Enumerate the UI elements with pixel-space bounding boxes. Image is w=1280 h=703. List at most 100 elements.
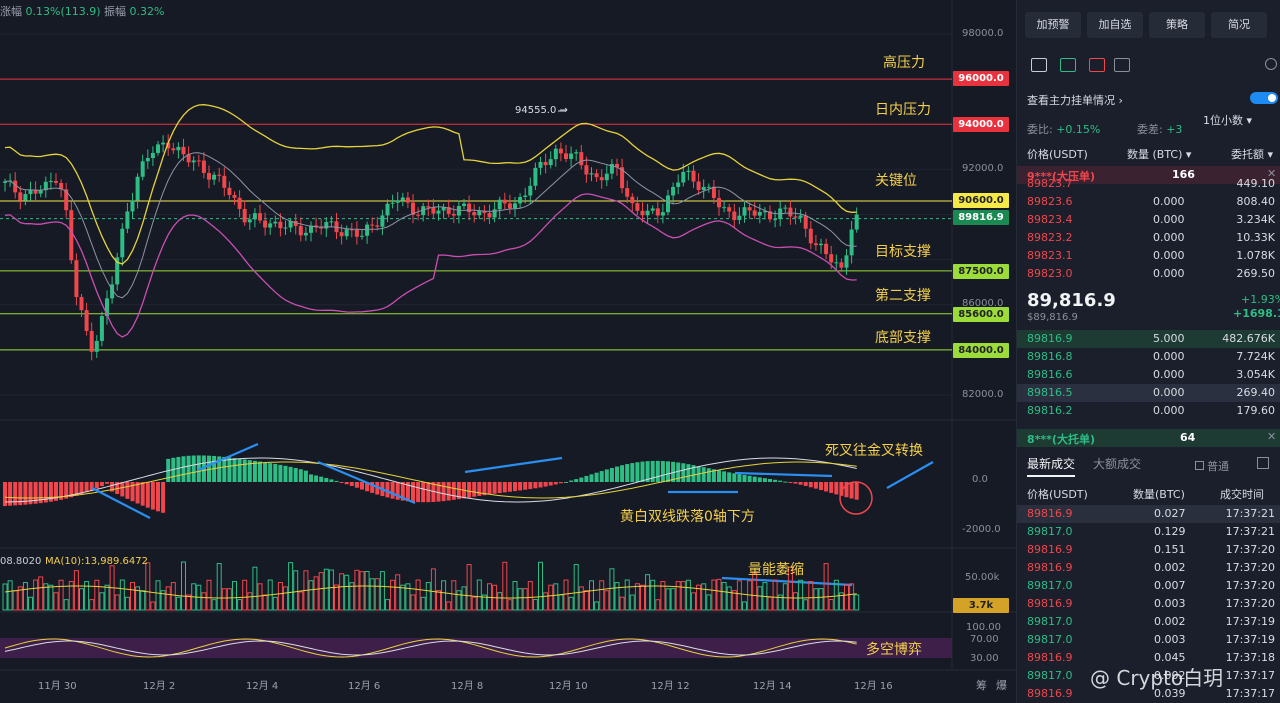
add-alert-button[interactable]: 加预警: [1025, 12, 1081, 38]
volume-bar: [742, 601, 747, 611]
macd-bar: [207, 455, 211, 482]
bid-row[interactable]: 89816.8 0.000 7.724K: [1027, 350, 1275, 363]
x-tick: 12月 8: [451, 681, 484, 692]
candle-up: [309, 225, 313, 233]
volume-bar: [186, 594, 192, 611]
macd-bar: [431, 482, 436, 502]
order-panel: 加预警 加自选 策略 简况 1位小数 ▾ 查看主力挂单情况 › 委比: +0.1…: [1016, 0, 1280, 703]
macd-bar: [33, 482, 38, 504]
volume-bar: [135, 586, 141, 611]
main-orders-link[interactable]: 查看主力挂单情况 ›: [1027, 94, 1123, 107]
macd-bar: [28, 482, 33, 505]
overview-button[interactable]: 简况: [1211, 12, 1267, 38]
volume-bar: [181, 561, 186, 611]
macd-bar: [74, 482, 79, 496]
volume-bar: [216, 563, 222, 611]
macd-bar: [686, 464, 691, 482]
volume-bar: [262, 594, 268, 611]
burst-button[interactable]: 爆: [996, 679, 1007, 692]
candle-down: [339, 232, 344, 237]
macd-bar: [349, 482, 354, 486]
macd-bar: [441, 482, 446, 502]
candle-up: [666, 195, 670, 213]
macd-bar: [115, 482, 120, 495]
bid-row[interactable]: 89816.6 0.000 3.054K: [1027, 368, 1275, 381]
filter-settings-icon[interactable]: [1257, 457, 1269, 469]
x-tick: 12月 12: [651, 681, 690, 692]
ask-row[interactable]: 89823.1 0.000 1.078K: [1027, 249, 1275, 262]
add-watchlist-button[interactable]: 加自选: [1087, 12, 1143, 38]
candle-up: [553, 148, 558, 160]
ask-row[interactable]: 89823.6 0.000 808.40: [1027, 195, 1275, 208]
volume-bar: [252, 566, 258, 611]
macd-bar: [3, 482, 7, 507]
volume-bar: [583, 590, 589, 611]
volume-bar: [293, 570, 299, 611]
price-chart[interactable]: [0, 0, 1016, 703]
volume-bar: [277, 582, 283, 611]
asks-only-icon[interactable]: [1089, 58, 1105, 72]
bid-row[interactable]: 89816.9 5.000 482.676K: [1017, 330, 1280, 348]
strategy-button[interactable]: 策略: [1149, 12, 1205, 38]
volume-bar: [58, 579, 64, 611]
bid-row[interactable]: 89816.2 0.000 179.60: [1027, 404, 1275, 417]
x-tick: 11月 30: [38, 681, 77, 692]
volume-bar: [12, 590, 18, 611]
candle-down: [579, 152, 584, 166]
ask-row[interactable]: 89823.2 0.000 10.33K: [1027, 231, 1275, 244]
candle-down: [487, 213, 492, 218]
candle-up: [701, 186, 706, 190]
expand-icon[interactable]: [1114, 58, 1130, 72]
trade-row: 89816.9 0.027 17:37:21: [1017, 505, 1280, 523]
main-orders-toggle[interactable]: [1250, 92, 1278, 104]
volume-bar: [818, 588, 824, 611]
volume-bar: [854, 594, 860, 611]
rsi-tick: 30.00: [970, 653, 999, 664]
macd-bar: [48, 482, 53, 502]
macd-bar: [105, 482, 109, 484]
candle-up: [268, 223, 273, 228]
volume-bar: [390, 579, 396, 611]
candle-up: [156, 144, 160, 153]
bollinger-lower: [4, 193, 857, 338]
tab-big-trades[interactable]: 大额成交: [1093, 457, 1142, 471]
volume-bar: [63, 599, 69, 611]
macd-bar: [502, 482, 507, 493]
volume-bar: [79, 588, 84, 611]
volume-current-tag: 3.7k: [953, 598, 1009, 613]
volume-bar: [609, 568, 615, 611]
macd-bar: [783, 481, 788, 483]
trend-arrow: [721, 576, 853, 587]
candle-up: [99, 316, 104, 341]
volume-bar: [507, 599, 513, 611]
trade-col-qty: 数量(BTC): [1133, 488, 1185, 501]
watermark: @ Crypto白玥: [1090, 666, 1224, 690]
candle-up: [120, 228, 125, 258]
chart-area[interactable]: 涨幅 0.13%(113.9) 振幅 0.32% 98000.0 92000.0…: [0, 0, 1016, 703]
macd-bar: [630, 463, 635, 482]
macd-bar: [395, 482, 400, 500]
volume-bar: [313, 576, 319, 611]
macd-bar: [298, 469, 303, 482]
candle-up: [844, 255, 849, 268]
bid-row[interactable]: 89816.5 0.000 269.40: [1017, 384, 1280, 402]
macd-bar: [411, 482, 415, 502]
ask-row[interactable]: 89823.7 449.10: [1027, 177, 1275, 190]
settings-icon[interactable]: [1265, 58, 1277, 70]
qty-column-select[interactable]: 数量 (BTC) ▾: [1127, 148, 1192, 161]
normal-filter[interactable]: 普通: [1195, 458, 1229, 474]
volume-bar: [777, 594, 783, 611]
chip-button[interactable]: 筹: [976, 679, 987, 692]
tab-latest-trades[interactable]: 最新成交: [1027, 455, 1076, 477]
total-column-select[interactable]: 委托额 ▾: [1231, 148, 1274, 161]
ask-row[interactable]: 89823.0 0.000 269.50: [1027, 267, 1275, 280]
both-sides-icon[interactable]: [1031, 58, 1047, 72]
bids-only-icon[interactable]: [1060, 58, 1076, 72]
candle-down: [431, 207, 436, 214]
ask-row[interactable]: 89823.4 0.000 3.234K: [1027, 213, 1275, 226]
candle-up: [722, 207, 727, 209]
decimal-select[interactable]: 1位小数 ▾: [1203, 114, 1253, 127]
candle-up: [135, 176, 140, 201]
y-tick: 92000.0: [962, 163, 1004, 174]
trend-arrow: [317, 460, 416, 505]
